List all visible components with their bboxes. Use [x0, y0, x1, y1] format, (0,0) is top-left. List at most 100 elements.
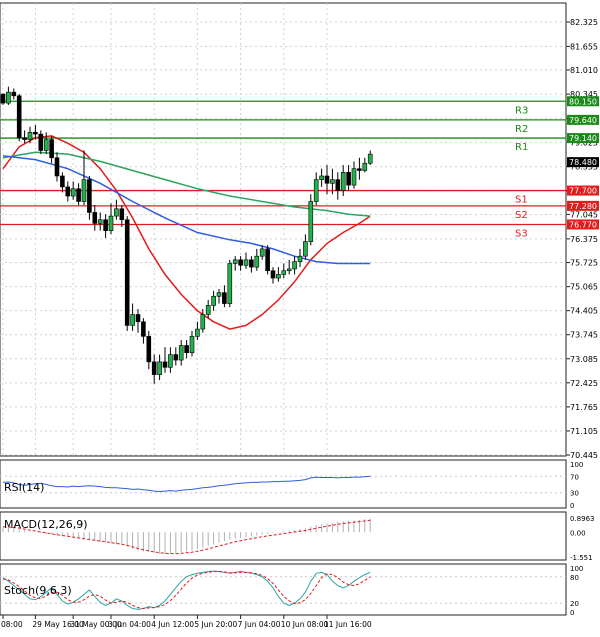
level-price-tag: [567, 219, 599, 230]
time-tick-label: 3 Jun 04:00: [108, 620, 151, 629]
stoch-k-line: [2, 570, 371, 610]
level-price-tag: [567, 200, 599, 211]
moving-average-line: [2, 155, 371, 265]
candle-body: [335, 179, 341, 191]
candle-body: [216, 292, 222, 297]
candle-body: [270, 270, 276, 279]
price-tick-label: 82.325: [570, 18, 598, 27]
level-price-label: 80.150: [569, 97, 597, 106]
level-price-label: 77.280: [569, 202, 597, 211]
candle-body: [173, 354, 179, 361]
level-price-tag: [567, 96, 599, 107]
candle-body: [11, 91, 17, 97]
candle-body: [195, 328, 200, 337]
price-tick-label: 78.355: [570, 163, 598, 172]
candle-body: [43, 139, 49, 151]
support-resistance-levels: R3 80.150 R2 79.640 R1 79.140 S1 77.700 S2 77.280…: [0, 96, 599, 239]
candle-body: [238, 259, 243, 266]
panel-tick-label: 80: [570, 574, 579, 582]
price-tick-label: 77.045: [570, 210, 598, 219]
panel-tick-label: -1.551: [570, 554, 593, 562]
time-tick-label: 5 Jun 20:00: [194, 620, 237, 629]
panel-tick-label: 70: [570, 473, 579, 481]
panel-tick-label: 30: [570, 490, 579, 498]
candle-body: [162, 361, 168, 368]
level-price-label: 79.640: [569, 116, 597, 125]
candle-body: [97, 219, 103, 224]
time-tick-label: 31 May 00:00: [70, 620, 122, 629]
candle-body: [81, 179, 87, 202]
candle-body: [265, 248, 270, 272]
candle-body: [60, 175, 65, 188]
candle-body: [124, 219, 130, 326]
price-tick-label: 75.065: [570, 283, 598, 292]
time-tick-label: 29 May 16:00: [32, 620, 84, 629]
level-price-label: 79.140: [569, 134, 597, 143]
candle-body: [254, 255, 260, 268]
candle-body: [87, 179, 92, 213]
candle-body: [232, 259, 238, 264]
panel-tick-label: 100: [570, 461, 583, 469]
panel-tick-label: 0: [570, 609, 574, 617]
candle-body: [157, 361, 162, 375]
rsi-panel-frame: [0, 459, 567, 509]
candle-body: [227, 263, 233, 304]
price-tick-label: 81.655: [570, 42, 598, 51]
candle-body: [259, 248, 265, 257]
panel-tick-label: 20: [570, 600, 579, 608]
rsi-panel: 100 70 30 0: [0, 461, 583, 510]
level-name-s3: S3: [515, 228, 528, 239]
candle-body: [211, 295, 216, 306]
candle-body: [33, 131, 38, 135]
candle-body: [205, 305, 211, 315]
candle-body: [54, 157, 60, 177]
level-price-tag: [567, 114, 599, 125]
price-tick-label: 75.725: [570, 259, 598, 268]
moving-averages: [2, 135, 371, 330]
level-price-label: 77.700: [569, 187, 597, 196]
candle-body: [184, 345, 189, 354]
candle-body: [135, 314, 141, 323]
candle-body: [189, 336, 195, 354]
level-price-tag: [567, 185, 599, 196]
time-tick-label: 4 Jun 12:00: [151, 620, 194, 629]
candle-body: [367, 153, 373, 164]
panel-tick-label: 100: [570, 565, 583, 573]
candle-body: [27, 131, 33, 140]
time-tick-label: 08:00: [1, 620, 23, 629]
panel-tick-label: 0: [570, 502, 574, 510]
rsi-label: RSI(14): [4, 481, 44, 494]
candle-body: [6, 91, 11, 104]
current-price-marker: 78.480: [567, 157, 599, 168]
candle-body: [362, 162, 368, 171]
current-price-tag: [567, 157, 599, 168]
price-tick-label: 73.745: [570, 331, 598, 340]
stoch-panel-frame: [0, 563, 567, 616]
panel-tick-label: 0.00: [570, 529, 586, 537]
price-tick-label: 71.765: [570, 403, 598, 412]
candle-body: [249, 259, 254, 268]
price-tick-label: 81.010: [570, 66, 598, 75]
candle-body: [22, 137, 27, 140]
macd-signal-line: [2, 519, 371, 555]
candle-body: [324, 175, 330, 184]
candle-body: [346, 172, 351, 186]
price-tick-label: 80.345: [570, 90, 598, 99]
price-tick-label: 76.375: [570, 235, 598, 244]
main-panel-frame: [0, 2, 567, 457]
candle-body: [141, 321, 146, 337]
candle-body: [16, 95, 22, 139]
panel-tick-label: 0.8963: [570, 515, 595, 523]
candle-body: [276, 274, 281, 279]
level-name-r2: R2: [515, 124, 528, 135]
candle-body: [76, 188, 81, 202]
macd-label: MACD(12,26,9): [4, 518, 88, 531]
candles: [0, 86, 373, 384]
candle-body: [114, 208, 119, 217]
time-tick-label: 10 Jun 08:00: [281, 620, 329, 629]
candle-body: [281, 270, 287, 275]
current-price-label: 78.480: [569, 158, 597, 167]
